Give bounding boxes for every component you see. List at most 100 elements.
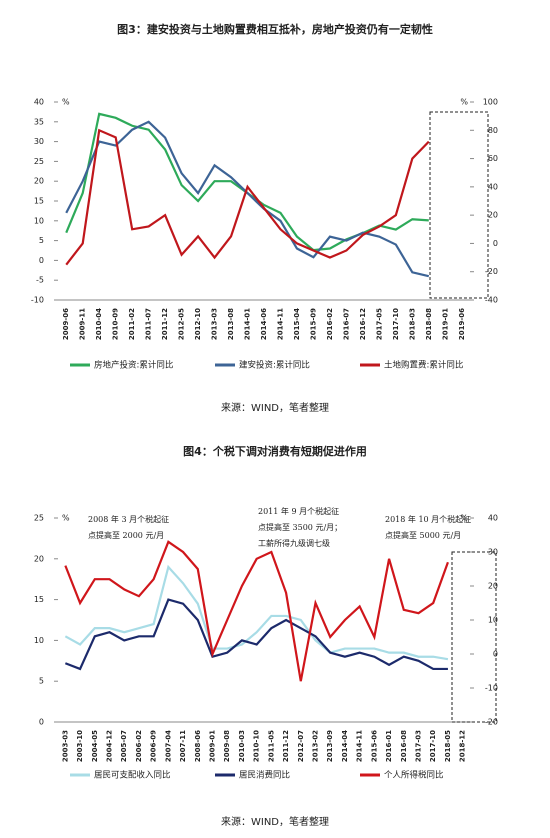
- x-tick-label: 2015-09: [309, 308, 317, 340]
- source-note: 来源：WIND，笔者整理: [221, 815, 329, 828]
- y-unit: %: [62, 98, 70, 107]
- y-tick-label: 0: [39, 718, 44, 727]
- y2-tick-label: 10: [488, 616, 498, 625]
- x-tick-label: 2015-06: [370, 730, 378, 762]
- y-tick-label: 20: [34, 177, 44, 186]
- x-tick-label: 2016-01: [385, 730, 393, 762]
- y-tick-label: 30: [34, 137, 44, 146]
- x-tick-label: 2003-10: [76, 730, 84, 762]
- x-tick-label: 2014-06: [260, 308, 268, 340]
- annotation: 2008 年 3 月个税起征: [88, 514, 169, 524]
- source-note: 来源：WIND，笔者整理: [221, 401, 329, 414]
- x-tick-label: 2009-08: [223, 730, 231, 762]
- annotation: 点提高至 5000 元/月: [385, 530, 461, 540]
- annotation: 工薪所得九级调七级: [258, 538, 330, 548]
- y2-tick-label: 0: [493, 650, 498, 659]
- x-tick-label: 2009-06: [62, 308, 70, 340]
- x-tick-label: 2005-07: [120, 730, 128, 762]
- x-tick-label: 2018-08: [425, 308, 433, 340]
- series-line: [64, 564, 449, 661]
- y2-tick-label: -10: [485, 684, 498, 693]
- y-tick-label: 0: [39, 256, 44, 265]
- legend-label: 房地产投资:累计同比: [94, 360, 173, 371]
- y-tick-label: -5: [36, 276, 44, 285]
- highlight-box: [451, 551, 497, 723]
- x-tick-label: 2013-03: [211, 308, 219, 340]
- y-tick-label: -10: [31, 296, 44, 305]
- x-tick-label: 2017-10: [429, 730, 437, 762]
- series-line: [65, 128, 430, 266]
- x-tick-label: 2013-08: [227, 308, 235, 340]
- x-tick-label: 2007-04: [164, 730, 172, 762]
- x-tick-label: 2004-05: [91, 730, 99, 762]
- annotation: 点提高至 3500 元/月；: [258, 522, 342, 532]
- x-tick-label: 2011-07: [145, 308, 153, 340]
- x-tick-label: 2009-11: [79, 308, 87, 340]
- y2-tick-label: -20: [485, 267, 498, 276]
- x-tick-label: 2003-03: [61, 730, 69, 762]
- x-tick-label: 2011-05: [267, 730, 275, 762]
- y2-tick-label: 60: [488, 154, 498, 163]
- x-tick-label: 2009-01: [209, 730, 217, 762]
- y2-unit: %: [460, 98, 468, 107]
- x-tick-label: 2004-12: [106, 730, 114, 762]
- y2-tick-label: 40: [488, 514, 498, 523]
- x-tick-label: 2017-10: [392, 308, 400, 340]
- y-tick-label: 20: [34, 554, 44, 563]
- x-tick-label: 2010-03: [238, 730, 246, 762]
- legend-label: 居民消费同比: [239, 770, 290, 781]
- annotation: 2018 年 10 月个税起征: [385, 514, 471, 524]
- y2-tick-label: 100: [483, 98, 498, 107]
- x-tick-label: 2008-06: [194, 730, 202, 762]
- x-tick-label: 2014-04: [341, 730, 349, 762]
- series-line: [64, 598, 448, 671]
- y-tick-label: 5: [39, 677, 44, 686]
- series-line: [65, 120, 430, 278]
- x-tick-label: 2012-05: [178, 308, 186, 340]
- x-tick-label: 2007-11: [179, 730, 187, 762]
- y2-tick-label: 80: [488, 126, 498, 135]
- x-tick-label: 2014-11: [276, 308, 284, 340]
- legend-label: 个人所得税同比: [384, 770, 444, 781]
- x-tick-label: 2019-06: [458, 308, 466, 340]
- y2-unit: %: [460, 514, 468, 523]
- chart-title: 图4：个税下调对消费有短期促进作用: [183, 444, 367, 458]
- x-tick-label: 2018-03: [408, 308, 416, 340]
- y-unit: %: [62, 514, 70, 523]
- y2-tick-label: 20: [488, 582, 498, 591]
- x-tick-label: 2016-12: [359, 308, 367, 340]
- y-tick-label: 15: [34, 595, 44, 604]
- y-tick-label: 25: [34, 514, 44, 523]
- x-tick-label: 2010-10: [253, 730, 261, 762]
- y2-tick-label: 20: [488, 211, 498, 220]
- x-tick-label: 2006-09: [150, 730, 158, 762]
- y2-tick-label: 40: [488, 182, 498, 191]
- series-line: [64, 540, 449, 682]
- y2-tick-label: 0: [493, 239, 498, 248]
- x-tick-label: 2016-08: [400, 730, 408, 762]
- x-tick-label: 2010-09: [112, 308, 120, 340]
- x-tick-label: 2014-01: [244, 308, 252, 340]
- legend-label: 建安投资:累计同比: [239, 360, 310, 371]
- y-tick-label: 5: [39, 236, 44, 245]
- x-tick-label: 2012-10: [194, 308, 202, 340]
- x-tick-label: 2013-02: [312, 730, 320, 762]
- legend-label: 居民可支配收入同比: [94, 770, 171, 781]
- y-tick-label: 10: [34, 216, 44, 225]
- y-tick-label: 35: [34, 117, 44, 126]
- x-tick-label: 2017-03: [415, 730, 423, 762]
- x-tick-label: 2012-07: [297, 730, 305, 762]
- y-tick-label: 25: [34, 157, 44, 166]
- y-tick-label: 40: [34, 98, 44, 107]
- x-tick-label: 2016-07: [342, 308, 350, 340]
- x-tick-label: 2011-12: [282, 730, 290, 762]
- annotation: 2011 年 9 月个税起征: [258, 506, 339, 516]
- y2-tick-label: -40: [485, 296, 498, 305]
- annotation: 点提高至 2000 元/月: [88, 530, 164, 540]
- x-tick-label: 2013-09: [326, 730, 334, 762]
- x-tick-label: 2014-11: [356, 730, 364, 762]
- y-tick-label: 15: [34, 197, 44, 206]
- x-tick-label: 2017-05: [375, 308, 383, 340]
- x-tick-label: 2018-12: [459, 730, 467, 762]
